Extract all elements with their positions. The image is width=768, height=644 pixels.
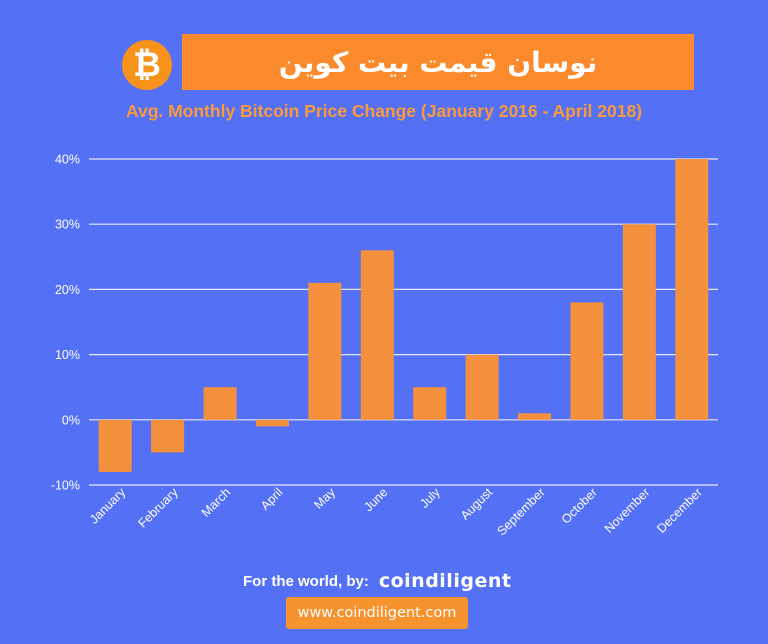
x-tick-label: May [311,485,338,512]
y-tick-label: -10% [51,479,80,493]
bar-april [255,419,289,427]
bar-january [98,419,132,472]
bar-october [570,302,604,420]
y-tick-label: 20% [55,283,80,297]
y-tick-label: 30% [55,218,80,232]
bar-may [308,282,342,420]
x-tick-label: November [602,485,653,536]
bitcoin-logo-icon: ₿ [122,40,172,90]
bar-june [360,250,394,420]
website-link[interactable]: www.coindiligent.com [286,597,468,629]
y-tick-label: 10% [55,348,80,362]
x-tick-label: June [361,485,390,514]
bitcoin-logo-glyph: ₿ [133,45,161,85]
x-tick-label: October [559,485,600,526]
brand-wordmark: coindiligent [378,570,512,592]
x-tick-label: March [199,485,233,519]
bar-july [413,387,447,420]
y-tick-label: 0% [62,413,80,427]
x-tick-label: July [417,485,443,511]
bar-september [518,413,552,420]
x-tick-label: April [258,485,286,513]
bar-march [203,387,237,420]
footer-credit: For the world, by: coindiligent [243,570,511,592]
x-tick-label: February [135,485,181,531]
x-tick-label: January [87,485,129,527]
footer-prefix: For the world, by: [243,572,369,590]
bar-december [675,159,709,420]
bar-chart: -10% 0% 10% 20% 30% 40% January February March Ap… [51,153,718,538]
x-tick-label: September [495,485,548,538]
bar-august [465,354,499,420]
website-url: www.coindiligent.com [297,605,457,621]
chart-title: Avg. Monthly Bitcoin Price Change (Janua… [125,101,643,121]
page-title: نوسان قیمت بیت کوین [278,45,598,79]
title-banner: نوسان قیمت بیت کوین [182,34,694,90]
bar-february [151,419,185,453]
y-tick-label: 40% [55,153,80,167]
x-tick-label: August [458,485,496,523]
bar-november [622,224,656,420]
x-tick-label: December [654,485,705,536]
